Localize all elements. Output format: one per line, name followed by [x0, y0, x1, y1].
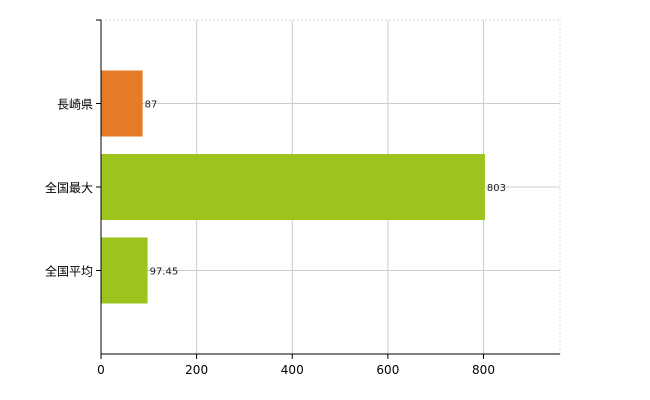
- category-label-1: 全国最大: [45, 180, 93, 195]
- x-tick-label-3: 600: [376, 363, 399, 377]
- x-axis-ticks: 0 200 400 600 800: [97, 354, 495, 377]
- x-tick-label-0: 0: [97, 363, 105, 377]
- data-labels: 87 803 97.45: [145, 100, 506, 278]
- category-label-2: 全国平均: [45, 264, 93, 279]
- data-label-0: 87: [145, 100, 158, 111]
- category-label-0: 長崎県: [57, 98, 93, 112]
- data-label-2: 97.45: [150, 267, 179, 278]
- bar-1: [101, 154, 485, 220]
- x-tick-label-2: 400: [281, 363, 304, 377]
- bar-2: [101, 237, 148, 304]
- bars: [101, 70, 485, 304]
- x-tick-label-1: 200: [185, 363, 208, 377]
- bar-0: [101, 70, 143, 137]
- x-tick-label-4: 800: [472, 363, 495, 377]
- data-label-1: 803: [487, 183, 506, 194]
